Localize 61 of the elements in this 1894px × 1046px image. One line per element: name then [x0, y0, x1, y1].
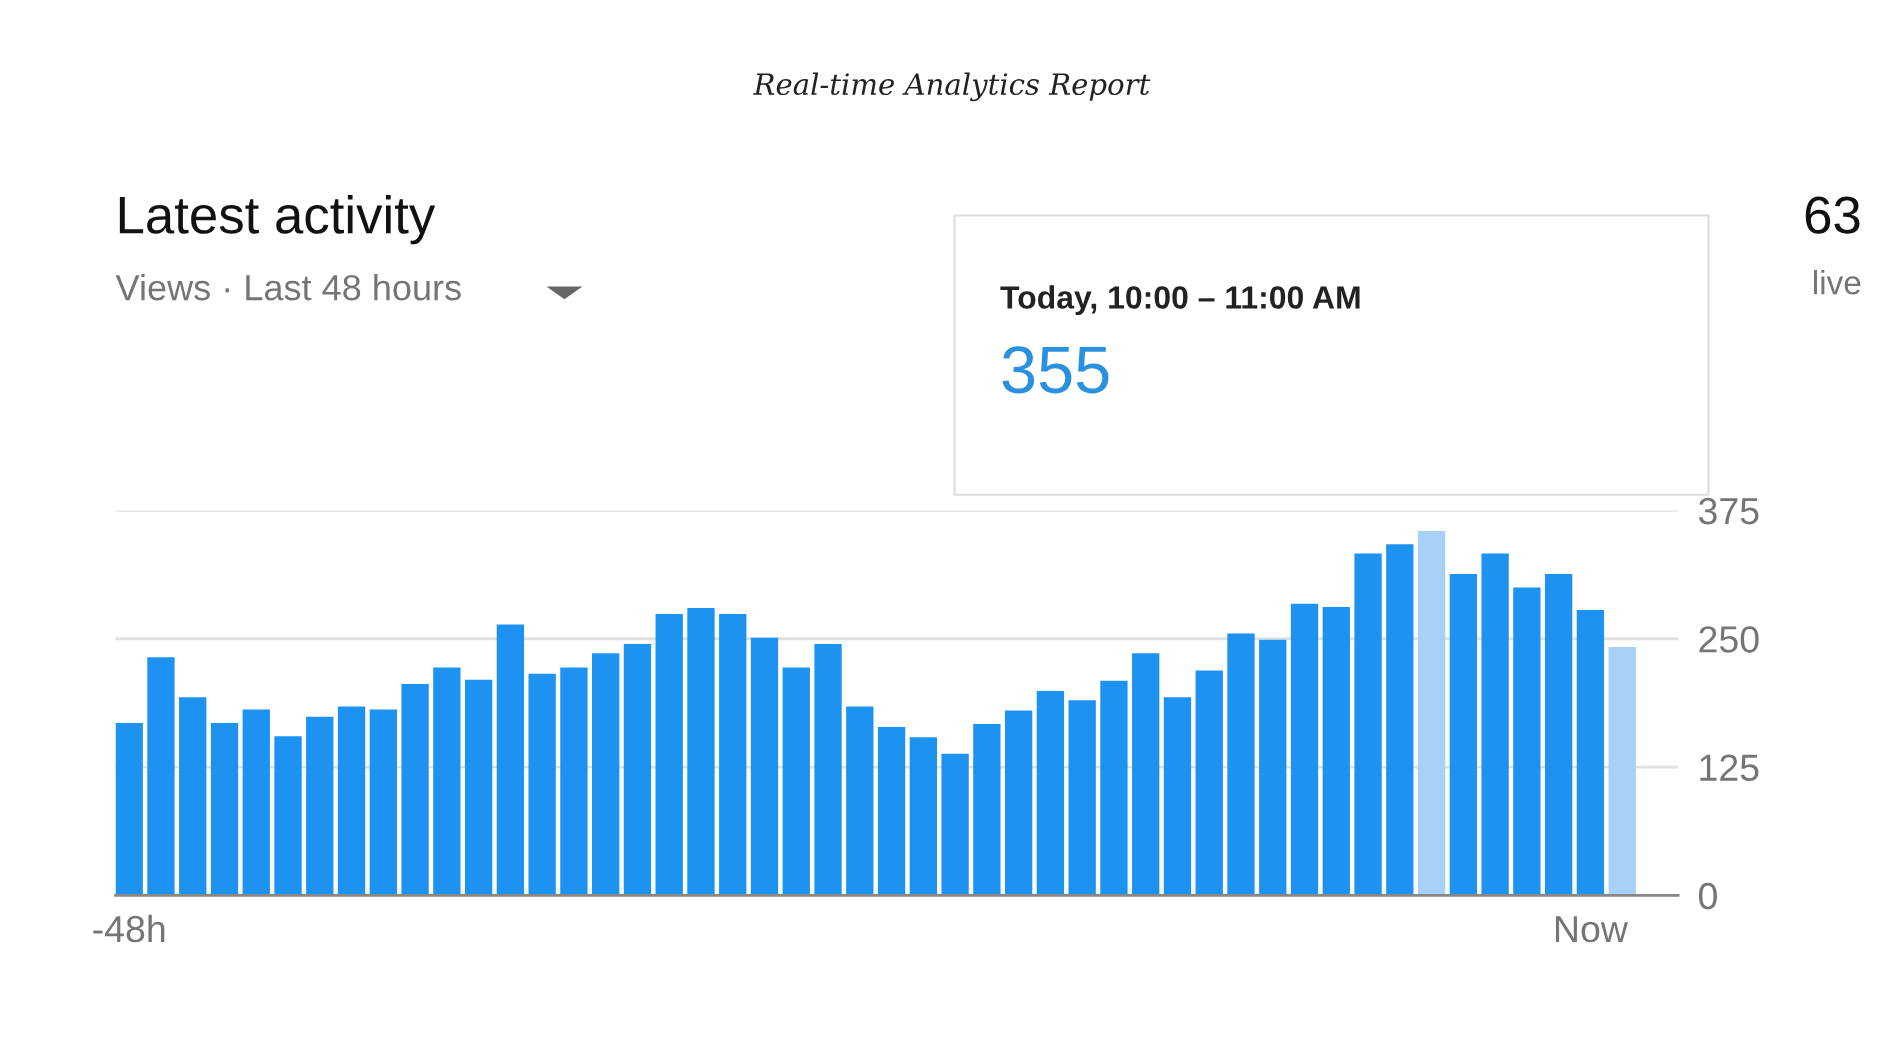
bar	[369, 709, 397, 896]
bar	[1227, 633, 1255, 896]
bar	[1195, 670, 1223, 896]
bar	[909, 737, 937, 896]
bar	[877, 727, 906, 896]
bar	[1544, 574, 1573, 896]
bar	[782, 667, 810, 896]
bar	[719, 614, 747, 896]
text: live	[1814, 270, 1861, 295]
chart-title: Real-time Analytics Report	[753, 72, 1151, 102]
bar	[1386, 544, 1414, 896]
bar	[464, 679, 493, 896]
text: 63	[1805, 196, 1860, 234]
bar	[846, 706, 874, 896]
x-tick-label: Now	[1555, 916, 1629, 943]
bar	[306, 716, 334, 896]
bar	[623, 643, 652, 896]
bar	[210, 722, 239, 896]
bar	[1354, 553, 1382, 896]
text: Views · Last 48 hours	[115, 273, 461, 301]
bar	[433, 667, 461, 896]
bar	[528, 673, 556, 896]
text: Today, 10:00 – 11:00 AM	[1000, 285, 1360, 316]
bar	[147, 657, 175, 896]
bar	[687, 607, 715, 896]
bar	[115, 722, 143, 896]
bar	[750, 637, 779, 896]
bar	[1163, 697, 1192, 896]
bar	[1513, 587, 1541, 896]
bar	[1259, 639, 1287, 896]
y-tick-label: 375	[1698, 497, 1759, 525]
bar	[1481, 553, 1509, 896]
bar	[401, 683, 429, 896]
bar	[337, 706, 366, 896]
bar	[1608, 646, 1636, 896]
text: 355	[1002, 346, 1109, 394]
bar	[1576, 610, 1605, 896]
y-tick-label: 250	[1699, 626, 1759, 653]
bar	[1449, 574, 1478, 896]
bar	[655, 614, 683, 896]
bar	[274, 736, 302, 896]
text: Latest activity	[119, 195, 436, 245]
bar	[592, 653, 620, 896]
bar	[1036, 691, 1065, 896]
bar	[496, 624, 525, 896]
bar	[179, 697, 207, 896]
bar	[1322, 606, 1350, 896]
bar	[973, 723, 1001, 896]
bar	[1132, 653, 1160, 896]
bar	[1004, 710, 1033, 896]
bar	[941, 753, 969, 896]
y-tick-label: 0	[1698, 882, 1717, 910]
bar	[814, 643, 842, 896]
bar	[560, 667, 588, 896]
x-tick-label: -48h	[93, 914, 165, 943]
bar	[1290, 603, 1319, 896]
bar	[1100, 680, 1128, 896]
bar	[1068, 700, 1096, 896]
bar	[1417, 530, 1446, 896]
bar	[242, 709, 270, 896]
y-tick-label: 125	[1700, 754, 1759, 782]
